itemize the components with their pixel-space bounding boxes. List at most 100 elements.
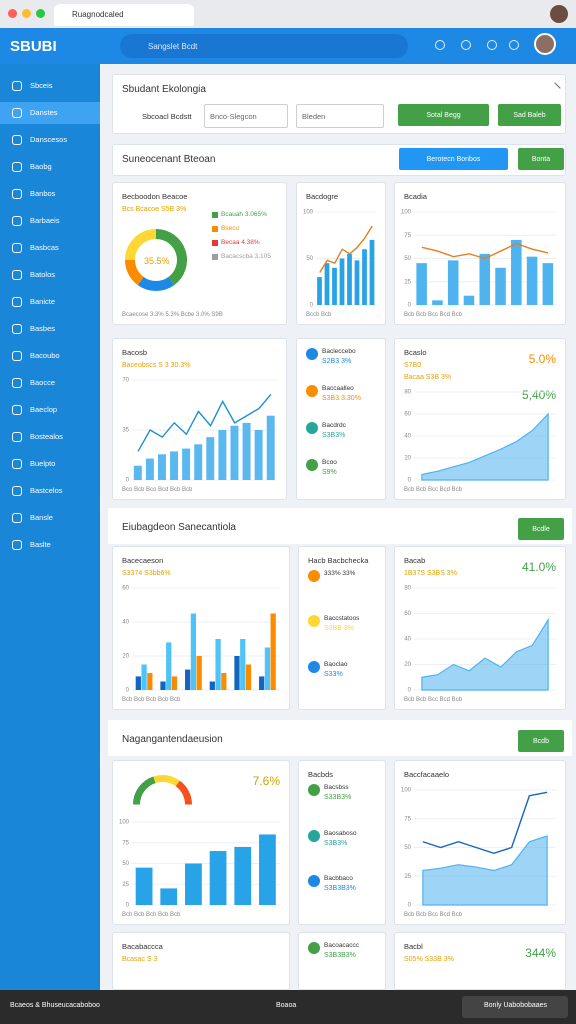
item-label: Bacsbss: [324, 784, 349, 791]
bar: [245, 664, 252, 690]
button[interactable]: Sad Baleb: [498, 104, 561, 126]
card-title: Becboodon Beacoe: [122, 192, 188, 201]
y-tick-label: 0: [126, 903, 130, 909]
card-footer: Bcb Bcb Bcc Bcd Bcb: [404, 697, 463, 703]
bar: [324, 263, 330, 305]
y-tick-label: 75: [404, 816, 411, 822]
bar: [479, 253, 491, 305]
sidebar-item[interactable]: Banicte: [30, 297, 56, 306]
sidebar-item[interactable]: Buelpto: [30, 459, 56, 468]
bar: [347, 253, 352, 305]
bar: [542, 263, 554, 305]
sidebar-item[interactable]: Baeclop: [30, 405, 58, 414]
sidebar-item[interactable]: Danscesos: [30, 135, 68, 144]
sidebar-item[interactable]: Baobg: [30, 162, 52, 171]
tab[interactable]: [54, 4, 194, 26]
y-tick-label: 40: [404, 637, 411, 643]
item-value: S3B3B3%: [324, 952, 356, 959]
section-title: Eiubagdeon Sanecantiola: [122, 522, 236, 533]
taskbar-middle: Boaoa: [276, 1002, 297, 1009]
bar: [209, 851, 227, 905]
item-label: Bacleccebo: [322, 348, 356, 355]
card-title: Bacab: [404, 556, 426, 565]
y-tick-label: 25: [404, 279, 411, 285]
bar: [221, 673, 227, 690]
line: [137, 393, 272, 452]
y-tick-label: 100: [401, 210, 412, 216]
sidebar-item[interactable]: Baocce: [30, 378, 56, 387]
chart: 0 35 70: [122, 378, 277, 484]
section-header: [108, 720, 572, 756]
header-icon[interactable]: [435, 40, 445, 50]
card-accent: 7.6%: [252, 774, 280, 788]
item-icon: [308, 829, 320, 842]
y-tick-label: 25: [404, 874, 411, 880]
sidebar-item[interactable]: Bansle: [30, 513, 53, 522]
sidebar-item[interactable]: Banbos: [30, 189, 56, 198]
y-tick-label: 20: [404, 662, 411, 668]
user-avatar[interactable]: [534, 33, 556, 55]
y-tick-label: 50: [404, 256, 411, 262]
button[interactable]: Sotal Begg: [398, 104, 489, 126]
select[interactable]: [296, 104, 384, 128]
card-footer: Bcb Bcb Bcb Bcb Bcb: [122, 912, 181, 918]
search-text: Sangslet Bcdt: [148, 42, 198, 51]
sidebar-item[interactable]: Bostealos: [30, 432, 63, 441]
filter-title: Sbudant Ekolongia: [122, 84, 206, 95]
card-stat: S7B0: [404, 362, 422, 369]
item-value: S3BB 3%: [324, 625, 354, 633]
sidebar-item[interactable]: Bastcelos: [30, 486, 63, 495]
bar: [230, 425, 239, 480]
button[interactable]: Bonta: [518, 148, 564, 170]
card: [112, 182, 287, 325]
y-tick-label: 20: [404, 456, 411, 462]
bar: [242, 422, 251, 480]
bar: [240, 639, 246, 690]
bar: [166, 642, 172, 690]
window-dot: [22, 9, 31, 18]
card-stat: Bacaa S3B 3%: [404, 374, 452, 381]
bar: [234, 656, 240, 690]
button[interactable]: Berotecn Bonbos: [399, 148, 508, 170]
area: [422, 835, 548, 906]
bar: [526, 256, 538, 305]
section-header: [108, 508, 572, 544]
select[interactable]: [204, 104, 288, 128]
sidebar-item[interactable]: Baslte: [30, 540, 51, 549]
chart: 0 50 100: [303, 210, 376, 309]
taskbar-button[interactable]: [462, 996, 568, 1018]
search-box[interactable]: [120, 34, 408, 58]
sidebar-icon: [12, 540, 22, 550]
button[interactable]: Bcdle: [518, 518, 564, 540]
sidebar-item[interactable]: Bacoubo: [30, 351, 60, 360]
sidebar-item[interactable]: Basbes: [30, 324, 56, 333]
ring-segment: [155, 229, 187, 286]
legend-label: Bcauah 3.065%: [221, 211, 267, 218]
sidebar-item[interactable]: Danstes: [30, 108, 58, 117]
sidebar-item[interactable]: Batolos: [30, 270, 56, 279]
sidebar-active: [0, 102, 100, 124]
y-tick-label: 60: [122, 586, 129, 592]
sidebar-item[interactable]: Barbaeis: [30, 216, 60, 225]
logo: SBUBI: [10, 38, 57, 55]
header-icon[interactable]: [487, 40, 497, 50]
item-icon: [308, 570, 320, 582]
card-stat: 1B37S S3BS 3%: [404, 570, 457, 577]
y-tick-label: 50: [404, 845, 411, 851]
button[interactable]: Bcdb: [518, 730, 564, 752]
card-stat: S05% S33B 3%: [404, 956, 454, 963]
item-label: Baosaboso: [324, 829, 357, 837]
y-tick-label: 0: [126, 478, 130, 484]
bar: [135, 676, 141, 690]
sidebar-icon: [12, 216, 22, 226]
item-icon: [306, 422, 318, 434]
bar: [447, 260, 459, 305]
sidebar-icon: [12, 243, 22, 253]
bar: [339, 258, 345, 305]
header-icon[interactable]: [509, 40, 519, 50]
sidebar-item[interactable]: Basbcas: [30, 243, 59, 252]
item-icon: [306, 385, 318, 397]
header-icon[interactable]: [461, 40, 471, 50]
sidebar-item[interactable]: Sbceis: [30, 81, 53, 90]
card-title: Bcadia: [404, 192, 427, 201]
